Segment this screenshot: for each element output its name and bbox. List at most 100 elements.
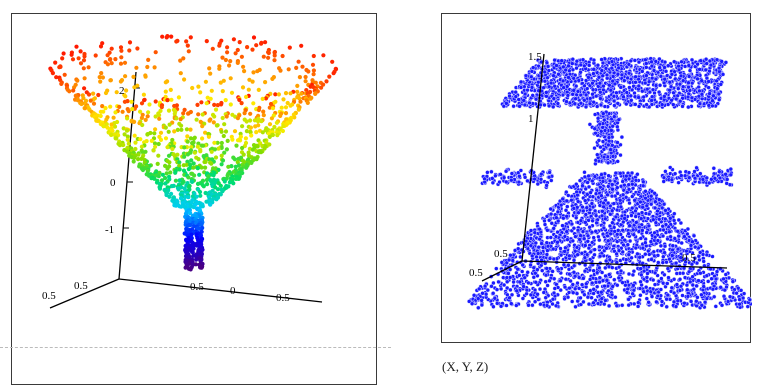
right-data-point: [592, 100, 596, 104]
left-data-point: [251, 80, 255, 84]
left-data-point: [221, 89, 225, 93]
right-data-point: [582, 64, 586, 68]
left-data-point: [288, 104, 292, 108]
right-data-point: [598, 245, 602, 249]
right-data-point: [578, 179, 582, 183]
left-data-point: [327, 75, 331, 79]
left-data-point: [232, 37, 236, 41]
right-data-point: [595, 221, 599, 225]
right-data-point: [697, 89, 701, 93]
right-data-point: [635, 172, 639, 176]
right-data-point: [629, 214, 633, 218]
left-data-point: [199, 266, 203, 270]
right-data-point: [679, 284, 683, 288]
right-data-point: [603, 105, 607, 109]
left-data-point: [101, 75, 105, 79]
left-x-tick-label: 0.5: [190, 281, 204, 293]
left-data-point: [186, 195, 190, 199]
left-data-point: [128, 40, 132, 44]
right-data-point: [551, 302, 555, 306]
right-data-point: [497, 280, 501, 284]
left-data-point: [212, 173, 216, 177]
left-data-point: [119, 62, 123, 66]
right-data-point: [695, 284, 699, 288]
left-data-point: [284, 105, 288, 109]
right-data-point: [669, 85, 673, 89]
right-data-point: [673, 172, 677, 176]
left-data-point: [179, 71, 183, 75]
right-data-point: [573, 102, 577, 106]
left-data-point: [174, 116, 178, 120]
right-data-point: [564, 277, 568, 281]
right-data-point: [643, 58, 647, 62]
right-data-point: [681, 104, 685, 108]
right-data-point: [611, 124, 615, 128]
right-data-point: [540, 242, 544, 246]
right-data-point: [704, 68, 708, 72]
left-data-point: [146, 58, 150, 62]
right-data-point: [631, 292, 635, 296]
right-data-point: [691, 275, 695, 279]
right-data-point: [707, 80, 711, 84]
right-data-point: [674, 305, 678, 309]
right-data-point: [695, 295, 699, 299]
right-data-point: [619, 153, 623, 157]
right-data-point: [602, 302, 606, 306]
right-data-point: [519, 80, 523, 84]
right-data-point: [637, 104, 641, 108]
right-data-point: [553, 58, 557, 62]
left-data-point: [247, 88, 251, 92]
left-data-point: [216, 147, 220, 151]
right-data-point: [634, 215, 638, 219]
left-data-point: [267, 51, 271, 55]
right-data-point: [526, 270, 530, 274]
right-data-point: [645, 87, 649, 91]
right-data-point: [590, 281, 594, 285]
right-data-point: [652, 250, 656, 254]
left-data-point: [165, 167, 169, 171]
left-data-point: [57, 65, 61, 69]
right-data-point: [592, 58, 596, 62]
right-data-point: [591, 219, 595, 223]
left-data-point: [284, 91, 288, 95]
right-data-point: [647, 224, 651, 228]
left-data-point: [145, 132, 149, 136]
right-data-point: [598, 185, 602, 189]
right-data-point: [505, 304, 509, 308]
right-data-point: [628, 81, 632, 85]
right-data-point: [573, 287, 577, 291]
right-data-point: [597, 75, 601, 79]
right-data-point: [575, 245, 579, 249]
right-data-point: [539, 177, 543, 181]
right-data-point: [670, 72, 674, 76]
left-data-point: [124, 88, 128, 92]
right-data-point: [545, 61, 549, 65]
left-data-point: [187, 167, 191, 171]
left-data-point: [106, 53, 110, 57]
right-data-point: [546, 76, 550, 80]
left-data-point: [99, 114, 103, 118]
left-data-point: [144, 75, 148, 79]
left-data-point: [245, 119, 249, 123]
right-data-point: [609, 88, 613, 92]
left-data-point: [233, 129, 237, 133]
right-data-point: [586, 239, 590, 243]
left-data-point: [275, 121, 279, 125]
left-data-point: [295, 84, 299, 88]
right-data-point: [519, 169, 523, 173]
right-data-point: [529, 229, 533, 233]
right-data-point: [526, 88, 530, 92]
right-data-point: [489, 170, 493, 174]
left-data-point: [82, 58, 86, 62]
right-data-point: [584, 93, 588, 97]
right-data-point: [600, 69, 604, 73]
right-data-point: [595, 153, 599, 157]
right-data-point: [517, 180, 521, 184]
right-data-point: [493, 296, 497, 300]
left-data-point: [231, 181, 235, 185]
left-data-point: [257, 108, 261, 112]
left-data-point: [152, 148, 156, 152]
